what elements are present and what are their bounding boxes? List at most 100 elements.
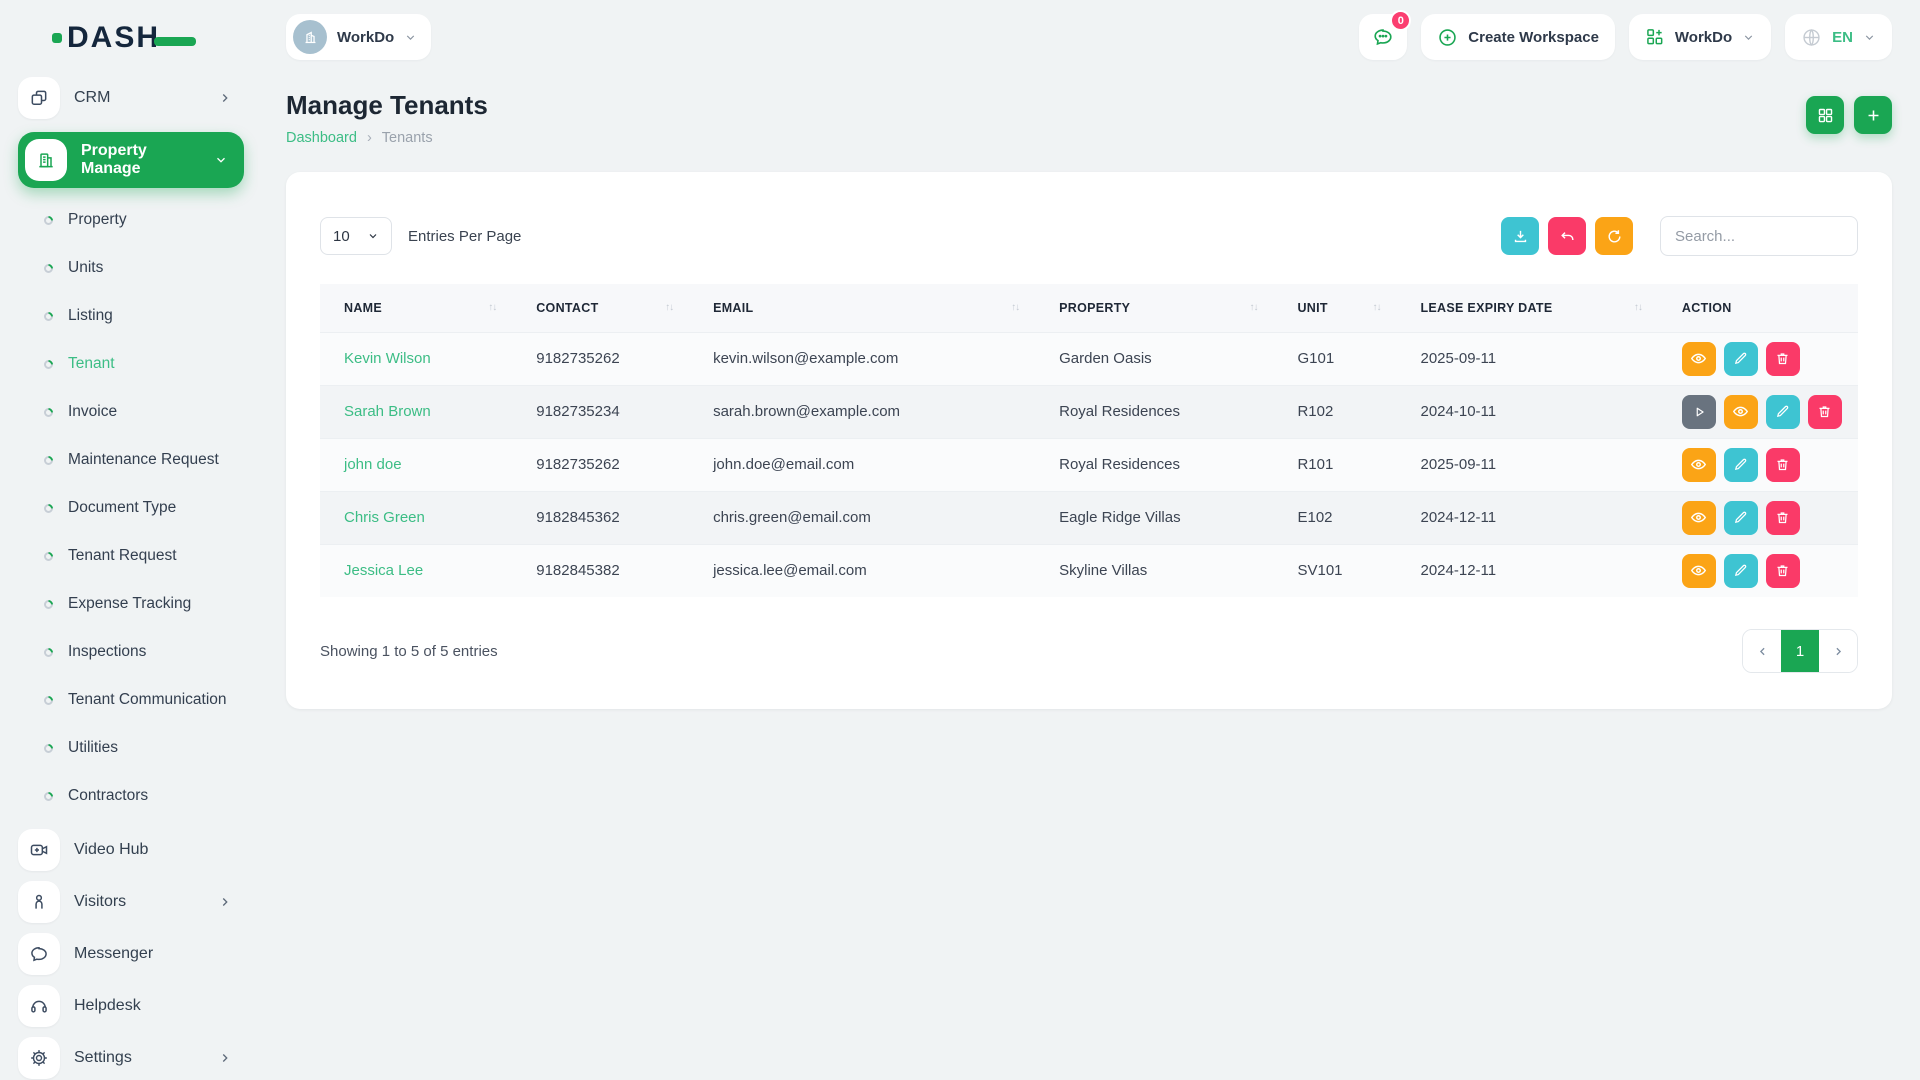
breadcrumb-dashboard-link[interactable]: Dashboard bbox=[286, 130, 357, 146]
sidebar-item-tenant[interactable]: Tenant bbox=[18, 340, 248, 388]
delete-button[interactable] bbox=[1765, 447, 1800, 482]
bullet-icon bbox=[42, 213, 55, 227]
sidebar-item-tenant-request[interactable]: Tenant Request bbox=[18, 532, 248, 580]
sort-icon: ↑↓ bbox=[665, 302, 674, 314]
column-header-contact[interactable]: CONTACT ↑↓ bbox=[512, 284, 689, 332]
sidebar-item-label: Units bbox=[68, 259, 104, 276]
view-button[interactable] bbox=[1681, 500, 1716, 535]
pencil-icon bbox=[1735, 564, 1747, 577]
building-icon bbox=[25, 139, 67, 181]
sidebar-item-property[interactable]: Property bbox=[18, 196, 248, 244]
sidebar-item-invoice[interactable]: Invoice bbox=[18, 388, 248, 436]
person-icon bbox=[18, 881, 60, 923]
sidebar-item-expense-tracking[interactable]: Expense Tracking bbox=[18, 580, 248, 628]
undo-arrow-icon bbox=[1560, 231, 1574, 240]
sidebar-item-label: Video Hub bbox=[74, 841, 149, 858]
video-camera-icon bbox=[18, 829, 60, 871]
view-button[interactable] bbox=[1681, 341, 1716, 376]
edit-button[interactable] bbox=[1723, 500, 1758, 535]
column-label: EMAIL bbox=[713, 300, 754, 315]
sidebar-item-label: Tenant bbox=[68, 355, 115, 372]
eye-icon bbox=[1733, 406, 1749, 417]
create-workspace-button[interactable]: Create Workspace bbox=[1421, 14, 1615, 60]
chat-bubble-icon bbox=[18, 933, 60, 975]
add-tenant-button[interactable] bbox=[1854, 96, 1892, 134]
workspace-name: WorkDo bbox=[337, 28, 395, 46]
sidebar-item-label: Settings bbox=[74, 1049, 132, 1066]
column-header-unit[interactable]: UNIT ↑↓ bbox=[1273, 284, 1396, 332]
sidebar-item-maintenance-request[interactable]: Maintenance Request bbox=[18, 436, 248, 484]
sidebar-item-inspections[interactable]: Inspections bbox=[18, 628, 248, 676]
eye-icon bbox=[1691, 459, 1707, 470]
edit-button[interactable] bbox=[1723, 553, 1758, 588]
column-header-property[interactable]: PROPERTY ↑↓ bbox=[1035, 284, 1273, 332]
app-switcher-dropdown[interactable]: WorkDo bbox=[1628, 14, 1772, 60]
previous-page-button[interactable] bbox=[1743, 630, 1781, 672]
sort-icon: ↑↓ bbox=[488, 302, 497, 314]
delete-button[interactable] bbox=[1765, 553, 1800, 588]
column-label: UNIT bbox=[1297, 300, 1328, 315]
column-header-action: ACTION bbox=[1658, 284, 1858, 332]
table-row: Sarah Brown 9182735234 sarah.brown@example… bbox=[320, 385, 1858, 438]
column-label: NAME bbox=[344, 300, 383, 315]
row-actions bbox=[1681, 341, 1842, 376]
delete-button[interactable] bbox=[1765, 341, 1800, 376]
tenant-name-link[interactable]: john doe bbox=[344, 456, 402, 473]
main-area: WorkDo 0 Create Workspace bbox=[258, 0, 1920, 1080]
bullet-icon bbox=[42, 357, 55, 371]
view-button[interactable] bbox=[1723, 394, 1758, 429]
sidebar-item-settings[interactable]: Settings bbox=[18, 1032, 248, 1080]
sidebar-item-units[interactable]: Units bbox=[18, 244, 248, 292]
edit-button[interactable] bbox=[1723, 447, 1758, 482]
edit-button[interactable] bbox=[1723, 341, 1758, 376]
messages-button[interactable]: 0 bbox=[1359, 10, 1412, 60]
export-button[interactable] bbox=[1501, 217, 1539, 255]
sort-icon: ↑↓ bbox=[1633, 302, 1643, 314]
sidebar-item-label: Inspections bbox=[68, 643, 147, 660]
tenant-name-link[interactable]: Sarah Brown bbox=[344, 403, 431, 420]
tenant-contact: 9182845382 bbox=[536, 562, 620, 580]
column-header-email[interactable]: EMAIL ↑↓ bbox=[689, 284, 1035, 332]
search-input[interactable] bbox=[1660, 216, 1858, 256]
tenant-name-link[interactable]: Kevin Wilson bbox=[344, 350, 431, 367]
sidebar-item-tenant-communication[interactable]: Tenant Communication bbox=[18, 676, 248, 724]
sidebar-item-messenger[interactable]: Messenger bbox=[18, 928, 248, 980]
delete-button[interactable] bbox=[1765, 500, 1800, 535]
sidebar-item-utilities[interactable]: Utilities bbox=[18, 724, 248, 772]
column-header-name[interactable]: NAME ↑↓ bbox=[320, 284, 512, 332]
sidebar-item-listing[interactable]: Listing bbox=[18, 292, 248, 340]
sidebar-item-crm[interactable]: CRM bbox=[18, 72, 248, 124]
entries-select[interactable]: 10 bbox=[320, 217, 392, 255]
grid-view-button[interactable] bbox=[1806, 96, 1844, 134]
sidebar-item-helpdesk[interactable]: Helpdesk bbox=[18, 980, 248, 1032]
column-header-lease-expiry-date[interactable]: LEASE EXPIRY DATE ↑↓ bbox=[1396, 284, 1657, 332]
sidebar-item-document-type[interactable]: Document Type bbox=[18, 484, 248, 532]
tenant-lease-expiry: 2024-12-11 bbox=[1420, 562, 1497, 580]
track-button[interactable] bbox=[1681, 394, 1716, 429]
next-page-button[interactable] bbox=[1819, 630, 1857, 672]
page-number-button[interactable]: 1 bbox=[1781, 630, 1819, 672]
tenant-name-link[interactable]: Jessica Lee bbox=[344, 562, 424, 580]
language-dropdown[interactable]: EN bbox=[1785, 14, 1892, 60]
edit-button[interactable] bbox=[1765, 394, 1800, 429]
sidebar-item-visitors[interactable]: Visitors bbox=[18, 876, 248, 928]
view-button[interactable] bbox=[1681, 553, 1716, 588]
column-label: PROPERTY bbox=[1059, 300, 1131, 315]
tenant-property: Skyline Villas bbox=[1059, 562, 1148, 580]
reset-button[interactable] bbox=[1548, 217, 1586, 255]
refresh-button[interactable] bbox=[1595, 217, 1633, 255]
sidebar-item-label: Property bbox=[68, 211, 127, 228]
tenant-unit: R101 bbox=[1297, 456, 1334, 473]
sidebar-item-contractors[interactable]: Contractors bbox=[18, 772, 248, 820]
tenant-name-link[interactable]: Chris Green bbox=[344, 509, 425, 526]
tenant-lease-expiry: 2024-10-11 bbox=[1420, 403, 1497, 420]
chevron-down-icon bbox=[1865, 34, 1874, 40]
sidebar-item-video-hub[interactable]: Video Hub bbox=[18, 824, 248, 876]
delete-button[interactable] bbox=[1807, 394, 1842, 429]
sidebar-item-property-manage[interactable]: Property Manage bbox=[18, 132, 244, 188]
chevron-right-icon bbox=[218, 895, 232, 909]
view-button[interactable] bbox=[1681, 447, 1716, 482]
gear-icon bbox=[18, 1037, 60, 1079]
topbar-actions: 0 Create Workspace WorkDo bbox=[1359, 10, 1892, 60]
workspace-switcher[interactable]: WorkDo bbox=[286, 14, 432, 60]
